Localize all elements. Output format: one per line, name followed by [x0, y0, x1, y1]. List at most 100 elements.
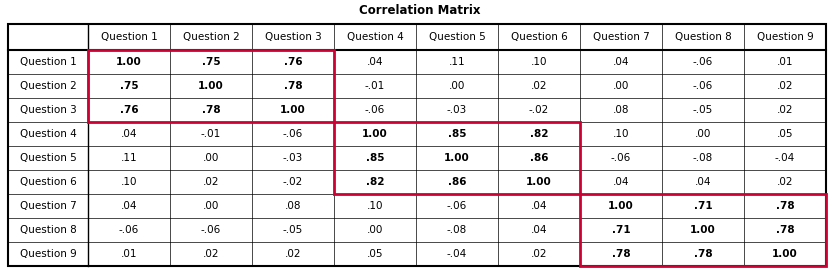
Text: 1.00: 1.00 [608, 201, 634, 211]
Text: .02: .02 [202, 177, 219, 187]
Text: 1.00: 1.00 [526, 177, 552, 187]
Text: .01: .01 [777, 57, 793, 67]
Text: .82: .82 [530, 129, 549, 139]
Text: .86: .86 [530, 153, 549, 163]
Text: 1.00: 1.00 [444, 153, 470, 163]
Text: .04: .04 [121, 129, 137, 139]
Text: Question 8: Question 8 [675, 32, 732, 42]
Text: .00: .00 [202, 153, 219, 163]
Text: -.05: -.05 [283, 225, 303, 235]
Text: .04: .04 [695, 177, 711, 187]
Text: .11: .11 [449, 57, 465, 67]
Text: .02: .02 [531, 249, 547, 259]
Text: -.06: -.06 [693, 57, 713, 67]
Text: .00: .00 [367, 225, 383, 235]
Text: Question 5: Question 5 [19, 153, 76, 163]
Text: .85: .85 [448, 129, 466, 139]
Text: -.01: -.01 [365, 81, 385, 91]
Text: .86: .86 [448, 177, 466, 187]
Text: .00: .00 [202, 201, 219, 211]
Text: .04: .04 [367, 57, 383, 67]
Text: -.06: -.06 [447, 201, 467, 211]
Text: .10: .10 [531, 57, 547, 67]
Text: .76: .76 [284, 57, 302, 67]
Text: .78: .78 [694, 249, 712, 259]
Text: -.04: -.04 [774, 153, 795, 163]
Text: .00: .00 [613, 81, 629, 91]
Text: .00: .00 [695, 129, 711, 139]
Text: -.03: -.03 [283, 153, 303, 163]
Text: .04: .04 [531, 225, 547, 235]
Text: -.06: -.06 [201, 225, 221, 235]
Text: -.06: -.06 [119, 225, 139, 235]
Bar [580, 194, 826, 266]
Text: .04: .04 [612, 177, 629, 187]
Text: .71: .71 [694, 201, 712, 211]
Text: Question 1: Question 1 [19, 57, 76, 67]
Text: 1.00: 1.00 [690, 225, 716, 235]
Text: Question 8: Question 8 [19, 225, 76, 235]
Text: Question 4: Question 4 [19, 129, 76, 139]
Bar [8, 24, 826, 266]
Text: Correlation Matrix: Correlation Matrix [360, 4, 480, 17]
Text: .78: .78 [775, 201, 795, 211]
Text: Question 3: Question 3 [265, 32, 322, 42]
Text: -.06: -.06 [283, 129, 303, 139]
Text: -.06: -.06 [365, 105, 385, 115]
Text: .11: .11 [121, 153, 137, 163]
Text: -.05: -.05 [693, 105, 713, 115]
Text: .02: .02 [202, 249, 219, 259]
Text: Question 2: Question 2 [182, 32, 239, 42]
Text: -.02: -.02 [529, 105, 549, 115]
Text: Question 6: Question 6 [511, 32, 567, 42]
Text: Question 7: Question 7 [19, 201, 76, 211]
Text: .04: .04 [531, 201, 547, 211]
Text: -.03: -.03 [447, 105, 467, 115]
Text: .05: .05 [367, 249, 383, 259]
Text: -.08: -.08 [447, 225, 467, 235]
Text: 1.00: 1.00 [116, 57, 142, 67]
Bar [88, 50, 334, 122]
Text: .78: .78 [612, 249, 630, 259]
Text: .05: .05 [777, 129, 793, 139]
Text: .02: .02 [531, 81, 547, 91]
Text: .76: .76 [119, 105, 139, 115]
Text: 1.00: 1.00 [362, 129, 388, 139]
Text: Question 9: Question 9 [19, 249, 76, 259]
Text: .10: .10 [121, 177, 137, 187]
Text: 1.00: 1.00 [280, 105, 306, 115]
Text: .04: .04 [121, 201, 137, 211]
Text: Question 3: Question 3 [19, 105, 76, 115]
Text: .85: .85 [365, 153, 384, 163]
Text: .08: .08 [285, 201, 302, 211]
Text: 1.00: 1.00 [198, 81, 224, 91]
Text: -.06: -.06 [611, 153, 631, 163]
Text: 1.00: 1.00 [772, 249, 798, 259]
Text: .08: .08 [612, 105, 629, 115]
Text: Question 5: Question 5 [428, 32, 486, 42]
Text: .02: .02 [285, 249, 302, 259]
Text: -.04: -.04 [447, 249, 467, 259]
Text: Question 9: Question 9 [757, 32, 813, 42]
Text: .10: .10 [367, 201, 383, 211]
Text: Question 6: Question 6 [19, 177, 76, 187]
Text: -.01: -.01 [201, 129, 221, 139]
Text: .00: .00 [449, 81, 465, 91]
Text: Question 2: Question 2 [19, 81, 76, 91]
Text: .01: .01 [121, 249, 137, 259]
Text: Question 7: Question 7 [593, 32, 649, 42]
Text: .02: .02 [777, 177, 793, 187]
Text: Question 1: Question 1 [101, 32, 157, 42]
Text: .78: .78 [202, 105, 220, 115]
Text: .75: .75 [202, 57, 220, 67]
Bar [334, 122, 580, 194]
Text: .02: .02 [777, 105, 793, 115]
Text: .04: .04 [612, 57, 629, 67]
Text: -.06: -.06 [693, 81, 713, 91]
Text: -.08: -.08 [693, 153, 713, 163]
Text: .82: .82 [365, 177, 384, 187]
Text: .10: .10 [612, 129, 629, 139]
Text: .02: .02 [777, 81, 793, 91]
Text: .78: .78 [284, 81, 302, 91]
Text: .71: .71 [612, 225, 630, 235]
